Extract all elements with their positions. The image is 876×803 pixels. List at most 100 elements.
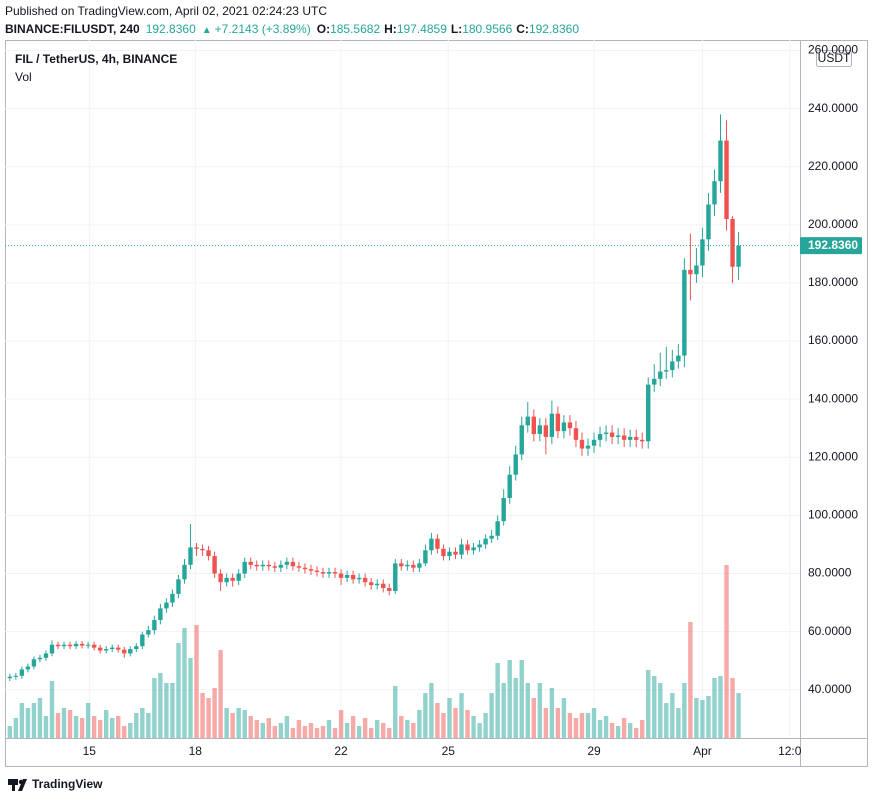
symbol: BINANCE:FILUSDT, 240 [5,22,140,36]
volume-bar [381,723,386,738]
volume-bar [652,676,657,738]
volume-bar [302,726,308,738]
candle-body [670,361,675,371]
volume-bar [182,628,187,738]
candle-body [459,544,464,555]
volume-bar [97,720,103,738]
candle-body [290,561,296,567]
volume-bar [332,728,338,738]
candle-body [230,577,235,581]
candle-body [712,181,717,205]
volume-bar [688,622,693,738]
volume-bar [85,703,91,738]
volume-bar [387,728,392,738]
candle-body [332,572,338,574]
volume-bar [495,663,500,738]
volume-bar [248,716,253,738]
volume-bar [296,720,302,738]
candle-body [640,439,645,442]
volume-bar [501,683,506,738]
candle-body [362,577,368,583]
volume-bar [573,718,579,738]
candle-body [730,219,735,267]
volume-label: Vol [15,70,32,84]
l: 180.9566 [462,22,512,36]
c: 192.8360 [529,22,579,36]
candle-body [676,355,681,362]
candle-body [338,573,344,578]
candle-body [182,564,187,580]
volume-bar [152,678,157,738]
candle-body [549,413,555,437]
candle-body [688,269,693,275]
volume-bar [537,683,543,738]
o: 185.5682 [330,22,380,36]
volume-bar [447,698,452,738]
candle-body [477,544,482,548]
h-label: H: [384,22,397,36]
candle-body [609,432,615,437]
candle-body [103,649,109,651]
candle-body [308,569,314,571]
candle-body [110,647,115,650]
candle-body [134,646,139,650]
candle-body [176,579,181,594]
candle-body [19,669,25,676]
y-tick-label: 260.0000 [808,43,858,57]
candle-body [700,239,705,266]
volume-bar [212,688,217,738]
volume-bar [122,726,127,738]
volume-bar [43,716,49,738]
change: +7.2143 (+3.89%) [215,22,311,36]
x-tick-label: Apr [693,744,712,758]
volume-bar [525,683,530,738]
volume-bar [405,720,410,738]
volume-bar [236,708,241,738]
volume-bar [266,718,271,738]
candle-body [603,432,609,435]
candle-body [381,583,386,589]
y-tick-label: 120.0000 [808,449,858,463]
candle-body [266,564,271,567]
candle-body [272,566,278,568]
volume-bar [103,710,109,738]
axis-unit: USDT [818,51,851,65]
volume-bar [670,693,675,738]
candle-body [146,630,151,635]
volume-bar [718,676,723,738]
candle-body [206,550,211,557]
volume-bar [7,726,13,738]
volume-bar [393,686,398,738]
candle-body [718,140,723,182]
candle-body [260,564,265,567]
volume-bar [230,713,235,738]
y-tick-label: 160.0000 [808,333,858,347]
volume-bar [67,710,73,738]
volume-bar [25,708,31,738]
volume-bar [489,693,494,738]
volume-bar [646,670,651,738]
x-tick-label: 25 [442,744,456,758]
volume-bar [368,728,374,738]
candle-body [375,583,380,586]
candle-body [453,551,458,555]
candle-body [387,588,392,591]
candle-body [489,535,494,539]
candle-body [326,572,332,574]
candle-body [579,439,585,449]
unit-box [816,50,852,67]
volume-bar [308,723,314,738]
candle-body [621,435,627,440]
volume-bar [128,723,133,738]
candle-body [447,551,452,557]
volume-bar [561,698,567,738]
candle-body [471,547,476,551]
plot [5,40,800,738]
o-label: O: [317,22,330,36]
volume-bar [585,713,591,738]
volume-bar [338,710,344,738]
candle-body [682,269,687,356]
candle-body [664,370,669,372]
candle-body [543,425,549,437]
candle-body [55,644,61,647]
